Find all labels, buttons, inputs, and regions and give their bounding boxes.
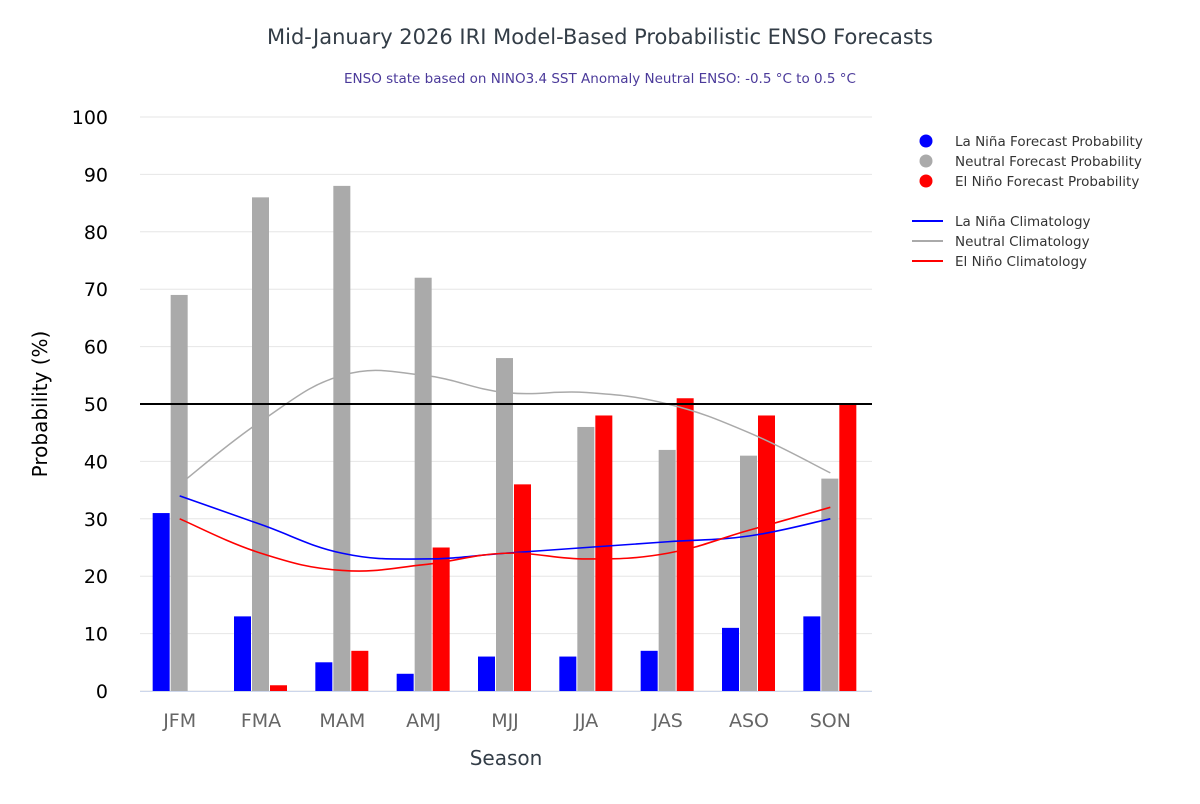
legend-item: La Niña Climatology [912, 214, 1091, 230]
x-tick-label: JJA [573, 710, 598, 732]
legend-label: La Niña Forecast Probability [955, 134, 1143, 150]
bar-la-ni-a-forecast-probability [315, 662, 333, 691]
bar-el-ni-o-forecast-probability [676, 398, 694, 691]
bar-neutral-forecast-probability [414, 277, 432, 691]
y-tick-label: 60 [84, 337, 108, 359]
bar-el-ni-o-forecast-probability [595, 415, 613, 691]
y-tick-label: 90 [84, 164, 108, 186]
x-axis-ticks: JFM FMA MAM AMJ MJJ JJA JAS ASO SON [162, 710, 851, 732]
bar-neutral-forecast-probability [740, 455, 757, 691]
bar-neutral-forecast-probability [658, 449, 676, 691]
y-tick-label: 0 [96, 681, 108, 703]
bar-el-ni-o-forecast-probability [758, 415, 775, 691]
bar-la-ni-a-forecast-probability [722, 627, 739, 691]
y-tick-label: 70 [84, 279, 108, 301]
legend-marker-icon [919, 174, 933, 188]
bar-el-ni-o-forecast-probability [270, 685, 287, 691]
bar-neutral-forecast-probability [333, 185, 351, 691]
legend-label: Neutral Climatology [955, 234, 1090, 250]
line-el-ni-o-climatology [179, 506, 831, 572]
legend-item: La Niña Forecast Probability [919, 134, 1143, 150]
x-tick-label: JAS [652, 710, 683, 732]
line-neutral-climatology [179, 369, 831, 485]
bar-la-ni-a-forecast-probability [559, 656, 577, 691]
legend-label: Neutral Forecast Probability [955, 154, 1142, 170]
bar-el-ni-o-forecast-probability [514, 484, 531, 691]
legend: La Niña Forecast Probability Neutral Fore… [912, 134, 1143, 270]
legend-item: El Niño Climatology [912, 254, 1087, 270]
legend-label: El Niño Climatology [955, 254, 1087, 270]
y-tick-label: 100 [72, 107, 108, 129]
x-tick-label: MAM [319, 710, 365, 732]
legend-marker-icon [919, 154, 933, 168]
legend-item: El Niño Forecast Probability [919, 174, 1139, 190]
legend-label: La Niña Climatology [955, 214, 1091, 230]
y-tick-label: 80 [84, 222, 108, 244]
y-tick-label: 20 [84, 566, 108, 588]
x-tick-label: SON [810, 710, 851, 732]
bar-neutral-forecast-probability [496, 358, 513, 691]
bar-la-ni-a-forecast-probability [640, 650, 658, 691]
y-tick-label: 50 [84, 394, 108, 416]
bar-la-ni-a-forecast-probability [478, 656, 495, 691]
x-tick-label: AMJ [406, 710, 441, 732]
bar-la-ni-a-forecast-probability [803, 616, 821, 691]
chart-subtitle: ENSO state based on NINO3.4 SST Anomaly … [344, 71, 856, 87]
bar-el-ni-o-forecast-probability [432, 547, 450, 691]
y-axis-label: Probability (%) [28, 331, 52, 478]
bars [152, 185, 857, 692]
y-tick-label: 40 [84, 451, 108, 473]
x-tick-label: JFM [162, 710, 196, 732]
bar-el-ni-o-forecast-probability [351, 650, 369, 691]
x-axis-label: Season [470, 746, 543, 770]
x-tick-label: MJJ [491, 710, 519, 732]
bar-neutral-forecast-probability [170, 294, 188, 691]
legend-label: El Niño Forecast Probability [955, 174, 1139, 190]
climatology-lines [179, 369, 831, 572]
bar-neutral-forecast-probability [821, 478, 839, 691]
bar-neutral-forecast-probability [252, 197, 269, 692]
x-tick-label: ASO [729, 710, 769, 732]
chart-title: Mid-January 2026 IRI Model-Based Probabi… [267, 25, 933, 49]
y-axis-ticks: 0 10 20 30 40 50 60 70 80 90 100 [72, 107, 108, 703]
legend-item: Neutral Forecast Probability [919, 154, 1142, 170]
bar-el-ni-o-forecast-probability [839, 404, 857, 691]
x-tick-label: FMA [241, 710, 281, 732]
y-tick-label: 30 [84, 509, 108, 531]
bar-la-ni-a-forecast-probability [396, 673, 414, 691]
y-tick-label: 10 [84, 624, 108, 646]
bar-la-ni-a-forecast-probability [152, 513, 170, 691]
legend-marker-icon [919, 134, 933, 148]
legend-item: Neutral Climatology [912, 234, 1090, 250]
bar-la-ni-a-forecast-probability [234, 616, 251, 691]
